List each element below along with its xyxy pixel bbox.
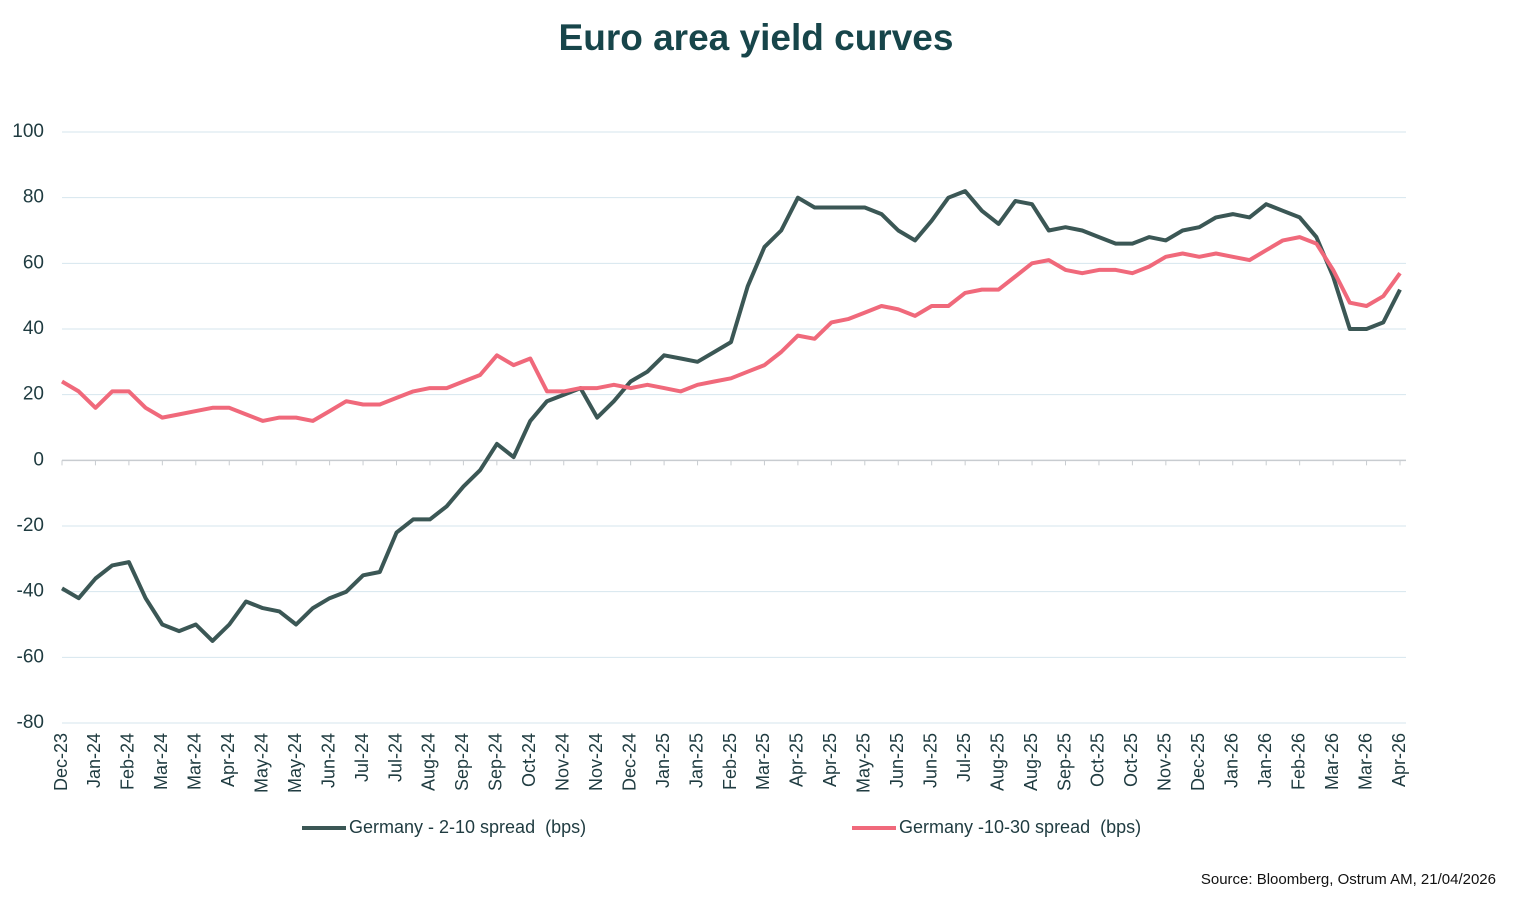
x-tick-label: Nov-24: [553, 733, 573, 791]
y-tick-label: 20: [23, 384, 44, 405]
x-tick-label: Nov-25: [1155, 733, 1175, 791]
x-tick-label: Jan-25: [686, 733, 706, 788]
x-tick-label: Aug-25: [1021, 733, 1041, 791]
x-tick-label: Mar-24: [185, 733, 205, 790]
x-tick-label: Feb-24: [118, 733, 138, 790]
x-tick-label: Apr-25: [820, 733, 840, 787]
y-tick-label: -60: [17, 646, 44, 667]
x-tick-label: Oct-24: [519, 733, 539, 787]
y-tick-label: 60: [23, 252, 44, 273]
x-tick-label: Sep-24: [452, 733, 472, 791]
y-tick-label: -20: [17, 515, 44, 536]
x-tick-label: Jun-24: [318, 733, 338, 788]
y-tick-label: 40: [23, 318, 44, 339]
x-tick-label: Sep-24: [486, 733, 506, 791]
x-tick-label: Dec-25: [1188, 733, 1208, 791]
series-line: [60, 189, 1402, 643]
y-tick-label: -40: [17, 581, 44, 602]
x-tick-label: Dec-23: [51, 733, 71, 791]
x-tick-label: Mar-26: [1322, 733, 1342, 790]
x-tick-label: Jan-24: [84, 733, 104, 788]
x-tick-label: Jun-25: [887, 733, 907, 788]
series-line: [60, 235, 1402, 423]
x-tick-label: Sep-25: [1054, 733, 1074, 791]
x-tick-label: May-25: [854, 733, 874, 793]
x-tick-label: Jul-25: [954, 733, 974, 782]
y-tick-label: 0: [33, 449, 44, 470]
x-tick-label: Dec-24: [619, 733, 639, 791]
y-tick-label: -80: [17, 712, 44, 733]
x-tick-label: Apr-24: [218, 733, 238, 787]
x-tick-label: Mar-24: [151, 733, 171, 790]
x-tick-label: Jan-25: [653, 733, 673, 788]
x-tick-label: May-24: [251, 733, 271, 793]
x-tick-label: Nov-24: [586, 733, 606, 791]
x-tick-label: Mar-26: [1355, 733, 1375, 790]
x-tick-label: May-24: [285, 733, 305, 793]
x-tick-label: Aug-24: [419, 733, 439, 791]
x-tick-label: Mar-25: [753, 733, 773, 790]
x-tick-label: Jan-26: [1255, 733, 1275, 788]
x-tick-label: Apr-25: [787, 733, 807, 787]
x-tick-label: Apr-26: [1389, 733, 1409, 787]
source-note: Source: Bloomberg, Ostrum AM, 21/04/2026: [1201, 871, 1496, 888]
x-tick-label: Aug-25: [987, 733, 1007, 791]
x-tick-label: Oct-25: [1088, 733, 1108, 787]
x-tick-label: Jul-24: [385, 733, 405, 782]
x-tick-label: Oct-25: [1121, 733, 1141, 787]
x-tick-label: Jan-26: [1222, 733, 1242, 788]
x-tick-label: Feb-26: [1288, 733, 1308, 790]
y-tick-label: 100: [12, 121, 44, 142]
y-tick-label: 80: [23, 187, 44, 208]
legend-label: Germany -10-30 spread (bps): [899, 817, 1141, 837]
chart-title: Euro area yield curves: [559, 17, 954, 58]
legend-label: Germany - 2-10 spread (bps): [349, 817, 586, 837]
x-tick-label: Jul-24: [352, 733, 372, 782]
x-tick-label: Jun-25: [920, 733, 940, 788]
x-tick-label: Feb-25: [720, 733, 740, 790]
